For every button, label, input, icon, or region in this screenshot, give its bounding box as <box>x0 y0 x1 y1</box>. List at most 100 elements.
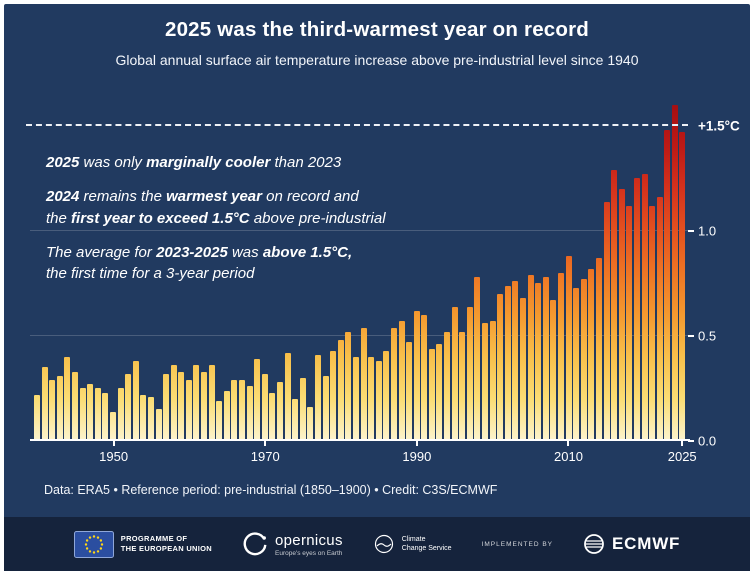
bar-1974 <box>292 399 299 442</box>
climate-service-line1: Climate <box>401 535 426 543</box>
climate-service-logo: Climate Change Service <box>373 533 452 555</box>
bar-1957 <box>163 374 170 442</box>
bar-2005 <box>527 275 534 442</box>
bar-2024 <box>671 105 678 442</box>
y-tick-mark-0.5 <box>688 335 694 338</box>
copernicus-wordmark: opernicus <box>275 531 343 549</box>
bar-1979 <box>330 351 337 442</box>
bar-1998 <box>474 277 481 442</box>
y-axis-label-1.0: 1.0 <box>698 223 717 239</box>
bar-2021 <box>649 206 656 442</box>
copernicus-tagline: Europe's eyes on Earth <box>275 549 343 557</box>
bar-1977 <box>314 355 321 442</box>
bar-1947 <box>87 384 94 442</box>
bar-2018 <box>626 206 633 442</box>
bar-1946 <box>79 388 86 442</box>
x-axis-label-2025: 2025 <box>667 449 697 465</box>
bar-1995 <box>451 307 458 442</box>
bar-1969 <box>254 359 261 442</box>
bar-1980 <box>337 340 344 442</box>
bar-1951 <box>117 388 124 442</box>
bar-1956 <box>155 409 162 442</box>
x-axis-label-1990: 1990 <box>402 449 432 465</box>
bar-2000 <box>489 321 496 442</box>
bar-2012 <box>580 279 587 442</box>
bar-2002 <box>504 286 511 442</box>
annotation-paragraph-3: The average for 2023-2025 was above 1.5°… <box>46 242 386 286</box>
copernicus-icon <box>242 531 268 557</box>
bar-1960 <box>185 380 192 442</box>
bar-1994 <box>444 332 451 442</box>
bar-2017 <box>618 189 625 442</box>
y-tick-mark-0.0 <box>688 440 694 443</box>
bar-1972 <box>277 382 283 442</box>
implemented-by-label: IMPLEMENTED BY <box>481 540 554 548</box>
ecmwf-logo: ECMWF <box>583 533 680 555</box>
bar-2025 <box>679 132 686 442</box>
copernicus-logo: opernicus Europe's eyes on Earth <box>242 531 343 557</box>
bar-2016 <box>611 170 618 442</box>
bar-2001 <box>497 294 504 442</box>
bar-2007 <box>542 277 549 442</box>
bar-1992 <box>428 349 435 442</box>
bar-1949 <box>102 393 109 442</box>
bar-1965 <box>223 391 230 442</box>
page-subtitle: Global annual surface air temperature in… <box>115 51 639 68</box>
bar-1968 <box>246 386 253 442</box>
bar-1963 <box>208 365 215 442</box>
bar-1942 <box>49 380 56 442</box>
bars <box>34 96 686 442</box>
footer-note: Data: ERA5 • Reference period: pre-indus… <box>44 483 498 498</box>
bar-1959 <box>178 372 185 442</box>
annotation-line: 2024 remains the warmest year on record … <box>46 188 359 206</box>
bar-2022 <box>656 197 663 442</box>
eu-programme-logo: PROGRAMME OF THE EUROPEAN UNION <box>73 530 212 558</box>
bar-1950 <box>109 412 116 442</box>
logo-bar: PROGRAMME OF THE EUROPEAN UNION opernicu… <box>4 517 750 571</box>
bar-2020 <box>641 174 648 442</box>
bar-1944 <box>64 357 71 442</box>
y-axis-label-0.0: 0.0 <box>698 433 717 449</box>
threshold-line-1-5c <box>26 124 688 127</box>
bar-2006 <box>535 283 542 442</box>
x-axis-label-1950: 1950 <box>99 449 129 465</box>
bar-2019 <box>633 178 640 442</box>
bar-1984 <box>368 357 375 442</box>
annotation-line: the first time for a 3-year period <box>46 265 255 283</box>
climate-service-line2: Change Service <box>401 545 452 552</box>
bar-1991 <box>421 315 428 442</box>
bar-2013 <box>588 269 595 442</box>
bar-2009 <box>557 273 564 442</box>
bar-1988 <box>398 321 405 442</box>
gridline-0.5 <box>30 335 690 337</box>
bar-2004 <box>520 298 526 442</box>
x-axis-baseline <box>30 439 690 442</box>
bar-1954 <box>140 395 147 442</box>
bar-1986 <box>383 351 390 442</box>
x-tick-mark-1970 <box>264 441 267 447</box>
bar-1967 <box>239 380 246 442</box>
bar-1983 <box>360 328 367 442</box>
bar-1940 <box>34 395 40 442</box>
plot-area: 2025 was only marginally cooler than 202… <box>26 96 740 464</box>
x-tick-mark-1950 <box>112 441 115 447</box>
bar-1948 <box>94 388 101 442</box>
annotation-paragraph-2: 2024 remains the warmest year on record … <box>46 186 386 230</box>
bar-1997 <box>466 307 473 442</box>
bar-1989 <box>406 342 413 442</box>
eu-flag-icon <box>73 530 114 558</box>
bar-1945 <box>71 372 78 442</box>
bar-2014 <box>595 258 602 442</box>
bar-1955 <box>147 397 154 442</box>
bar-2023 <box>664 130 671 442</box>
bar-1964 <box>216 401 223 442</box>
y-tick-mark-1.0 <box>688 230 694 233</box>
climate-service-text: Climate Change Service <box>402 535 452 554</box>
bar-2003 <box>512 281 519 442</box>
bar-1952 <box>125 374 132 442</box>
bar-1982 <box>352 357 359 442</box>
bar-1976 <box>307 407 314 442</box>
bar-1941 <box>41 367 48 442</box>
bar-1973 <box>284 353 291 442</box>
bar-1990 <box>413 311 420 442</box>
